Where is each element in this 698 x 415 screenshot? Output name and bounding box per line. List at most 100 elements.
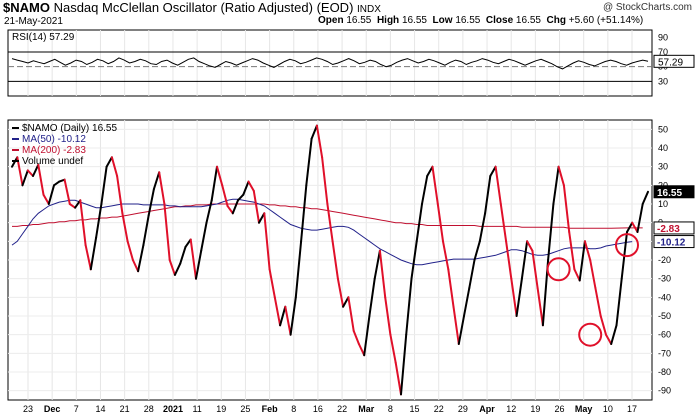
x-tick-label: 2021 — [163, 404, 183, 414]
namo-line-segment — [594, 287, 602, 317]
namo-line-segment — [305, 137, 313, 187]
namo-line-segment — [331, 240, 339, 280]
namo-line-segment — [547, 203, 555, 261]
annotation-circle — [578, 322, 603, 347]
rsi-y-tick-label: 30 — [658, 76, 668, 86]
namo-line-segment — [626, 221, 634, 233]
namo-line-segment — [347, 296, 355, 332]
namo-line-segment — [84, 244, 92, 271]
namo-line-segment — [226, 204, 234, 215]
namo-line-segment — [258, 212, 266, 224]
namo-line-segment — [368, 277, 376, 317]
copyright: @ StockCharts.com — [602, 2, 692, 13]
namo-line-segment — [105, 156, 113, 168]
namo-line-segment — [100, 165, 108, 205]
namo-line-segment — [552, 165, 560, 205]
namo-line-segment — [378, 249, 387, 299]
main-legend-entry: MA(200) -2.83 — [22, 145, 86, 156]
namo-line-segment — [37, 163, 45, 196]
namo-line-segment — [221, 184, 229, 207]
rsi-y-tick-label: 90 — [658, 32, 668, 42]
x-tick-label: Apr — [479, 404, 495, 414]
namo-line-segment — [210, 165, 218, 202]
namo-line-segment — [457, 315, 465, 345]
namo-line-segment — [400, 333, 408, 396]
namo-line-segment — [489, 165, 497, 177]
namo-line-segment — [599, 315, 607, 336]
x-tick-label: 26 — [555, 404, 565, 414]
namo-line-segment — [447, 268, 455, 308]
namo-line-segment — [74, 199, 82, 209]
namo-line-segment — [279, 305, 287, 327]
namo-line-segment — [95, 203, 103, 239]
main-y-tick-label: 50 — [658, 124, 668, 134]
namo-line-segment — [357, 343, 366, 357]
namo-line-segment — [536, 287, 544, 327]
namo-line-segment — [583, 240, 592, 261]
namo-line-segment — [47, 184, 55, 205]
namo-line-segment — [195, 249, 203, 280]
main-y-tick-label: -40 — [658, 292, 671, 302]
open-value: 16.55 — [346, 15, 372, 26]
x-tick-label: 19 — [530, 404, 540, 414]
namo-line-segment — [152, 171, 161, 191]
namo-line-segment — [26, 169, 34, 177]
namo-line-segment — [431, 165, 439, 205]
namo-line-segment — [589, 259, 597, 289]
namo-line-segment — [373, 249, 381, 280]
x-tick-label: Feb — [262, 404, 279, 414]
x-tick-label: 21 — [120, 404, 130, 414]
x-tick-label: 11 — [192, 404, 201, 414]
namo-line-segment — [137, 244, 145, 273]
namo-line-segment — [263, 212, 271, 271]
namo-line-segment — [568, 231, 576, 271]
namo-line-segment — [410, 240, 418, 280]
x-tick-label: Dec — [44, 404, 61, 414]
x-tick-label: 22 — [434, 404, 444, 414]
main-y-tick-label: -50 — [658, 311, 671, 321]
namo-line-segment — [436, 203, 444, 243]
namo-line-segment — [636, 203, 644, 233]
namo-line-segment — [426, 165, 434, 177]
rsi-legend: RSI(14) 57.29 — [12, 32, 75, 43]
ma50-line — [11, 198, 633, 266]
namo-line-segment — [610, 324, 618, 345]
namo-line-segment — [463, 287, 471, 317]
namo-line-segment — [473, 240, 481, 261]
namo-line-segment — [615, 277, 623, 327]
namo-line-segment — [468, 259, 476, 289]
namo-line-segment — [494, 165, 502, 205]
namo-line-segment — [242, 180, 250, 196]
x-tick-label: 25 — [240, 404, 250, 414]
rsi-y-tick-label: 70 — [658, 47, 668, 57]
x-tick-label: 15 — [410, 404, 420, 414]
x-tick-label: 10 — [603, 404, 613, 414]
namo-line-segment — [484, 175, 492, 215]
high-label: High — [376, 15, 400, 26]
namo-line-segment — [394, 361, 402, 396]
namo-line-segment — [505, 240, 513, 280]
rsi-last-value-tag — [653, 54, 695, 68]
namo-line-segment — [526, 240, 534, 252]
namo-line-segment — [510, 277, 518, 317]
namo-line-segment — [247, 180, 255, 192]
namo-line-segment — [294, 240, 303, 299]
main-y-tick-label: -70 — [658, 348, 671, 358]
namo-line-segment — [573, 268, 581, 282]
x-tick-label: 8 — [388, 404, 393, 414]
x-tick-label: 8 — [291, 404, 296, 414]
main-y-tick-label: -90 — [658, 386, 671, 396]
namo-line-segment — [216, 165, 224, 187]
namo-line-segment — [231, 199, 239, 215]
namo-line-segment — [289, 296, 297, 336]
namo-line-segment — [53, 180, 61, 187]
namo-line-segment — [284, 305, 292, 336]
namo-line-segment — [252, 189, 260, 224]
namo-line-segment — [205, 199, 213, 224]
ma200-last-value-tag — [653, 221, 695, 235]
namo-line-segment — [631, 221, 639, 233]
exchange: INDX — [357, 4, 381, 15]
namo-line-segment — [557, 165, 565, 187]
low-value: 16.55 — [455, 15, 481, 26]
